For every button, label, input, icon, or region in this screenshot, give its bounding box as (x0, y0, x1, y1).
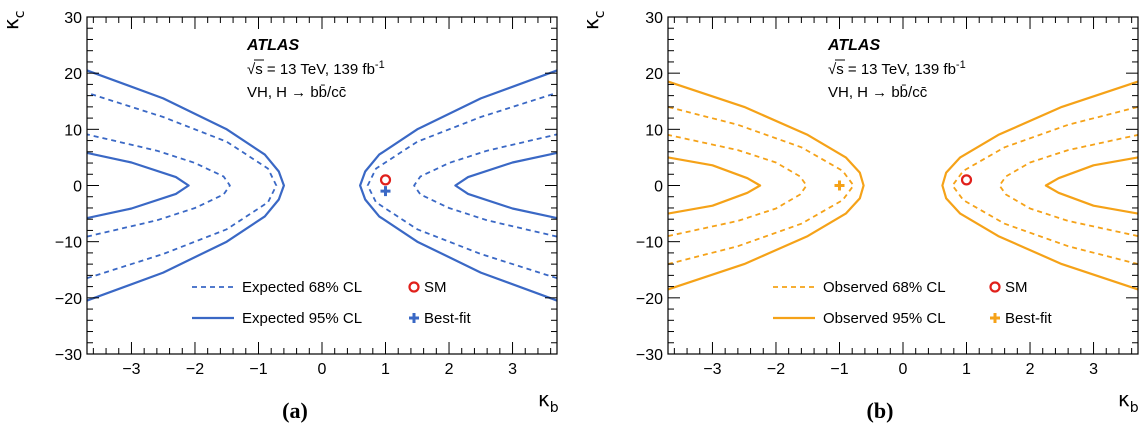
y-tick-label: −30 (55, 347, 82, 364)
y-tick-label: 10 (645, 122, 663, 139)
legend: Expected 68% CL Expected 95% CL SM Best-fit (192, 279, 472, 327)
x-tick-label: 1 (962, 361, 971, 378)
y-tick-label: 30 (645, 10, 663, 27)
x-tick-label: 1 (381, 361, 390, 378)
contour-95-line (1044, 156, 1138, 215)
y-tick-label: −20 (636, 291, 663, 308)
y-tick-label: 20 (645, 66, 663, 83)
best-fit-marker (834, 180, 845, 191)
x-tick-label: 2 (1026, 361, 1035, 378)
legend-best-fit-label: Best-fit (1005, 310, 1053, 327)
panel-letter: (a) (282, 398, 308, 423)
legend-sm-label: SM (424, 279, 447, 296)
contour-68-line (87, 133, 231, 238)
legend-68-label: Expected 68% CL (242, 279, 362, 296)
y-axis-label: κc (579, 11, 608, 31)
contour-68-line (951, 106, 1138, 265)
y-axis-label: κc (0, 11, 28, 31)
contour-95-line (359, 69, 557, 302)
legend: Observed 68% CL Observed 95% CL SM Best-fit (773, 279, 1053, 327)
contour-68-line (87, 91, 278, 280)
contour-95-line (668, 156, 762, 215)
x-tick-label: −1 (249, 361, 267, 378)
legend-sm-marker (408, 281, 420, 293)
contours (668, 80, 1138, 291)
x-tick-label: −1 (830, 361, 848, 378)
x-tick-label: −3 (703, 361, 721, 378)
x-tick-label: −2 (186, 361, 204, 378)
process-label: VH, H → bb̄/cc̄ (247, 84, 347, 101)
panel-letter: (b) (867, 398, 894, 423)
x-tick-label: 2 (445, 361, 454, 378)
contour-68-line (668, 134, 808, 237)
x-axis-label: κb (1118, 387, 1139, 416)
energy-label: √s = 13 TeV, 139 fb-1 (828, 59, 966, 78)
best-fit-marker (380, 186, 391, 197)
experiment-label: ATLAS (246, 37, 299, 54)
y-tick-label: 0 (73, 179, 82, 196)
legend-best-fit-marker (409, 313, 419, 323)
y-tick-label: −10 (55, 235, 82, 252)
y-tick-label: −10 (636, 235, 663, 252)
contour-68-line (366, 91, 557, 280)
x-tick-label: −3 (122, 361, 140, 378)
legend-68-label: Observed 68% CL (823, 279, 946, 296)
x-tick-label: 0 (318, 361, 327, 378)
y-tick-label: −30 (636, 347, 663, 364)
legend-95-label: Expected 95% CL (242, 310, 362, 327)
y-tick-label: 10 (64, 122, 82, 139)
process-label: VH, H → bb̄/cc̄ (828, 84, 928, 101)
legend-sm-marker (989, 281, 1001, 293)
contour-95-line (454, 151, 557, 220)
experiment-label: ATLAS (827, 37, 880, 54)
contour-95-line (668, 80, 865, 291)
legend-best-fit-marker (990, 313, 1000, 323)
y-tick-label: 0 (654, 179, 663, 196)
x-axis-label: κb (538, 387, 559, 416)
x-tick-label: 3 (1089, 361, 1098, 378)
y-tick-label: −20 (55, 291, 82, 308)
legend-best-fit-label: Best-fit (424, 310, 472, 327)
sm-point-marker (960, 174, 973, 186)
legend-95-label: Observed 95% CL (823, 310, 946, 327)
contour-68-line (668, 106, 855, 265)
contour-95-line (87, 69, 285, 302)
legend-sm-label: SM (1005, 279, 1028, 296)
contours (87, 69, 557, 302)
x-tick-label: −2 (767, 361, 785, 378)
contour-68-line (413, 133, 557, 238)
contour-95-line (941, 80, 1138, 291)
y-tick-label: 30 (64, 10, 82, 27)
sm-point-marker (379, 174, 392, 186)
energy-label: √s = 13 TeV, 139 fb-1 (247, 59, 385, 78)
contour-95-line (87, 151, 190, 220)
contour-68-line (998, 134, 1138, 237)
x-tick-label: 3 (508, 361, 517, 378)
y-tick-label: 20 (64, 66, 82, 83)
x-tick-label: 0 (899, 361, 908, 378)
